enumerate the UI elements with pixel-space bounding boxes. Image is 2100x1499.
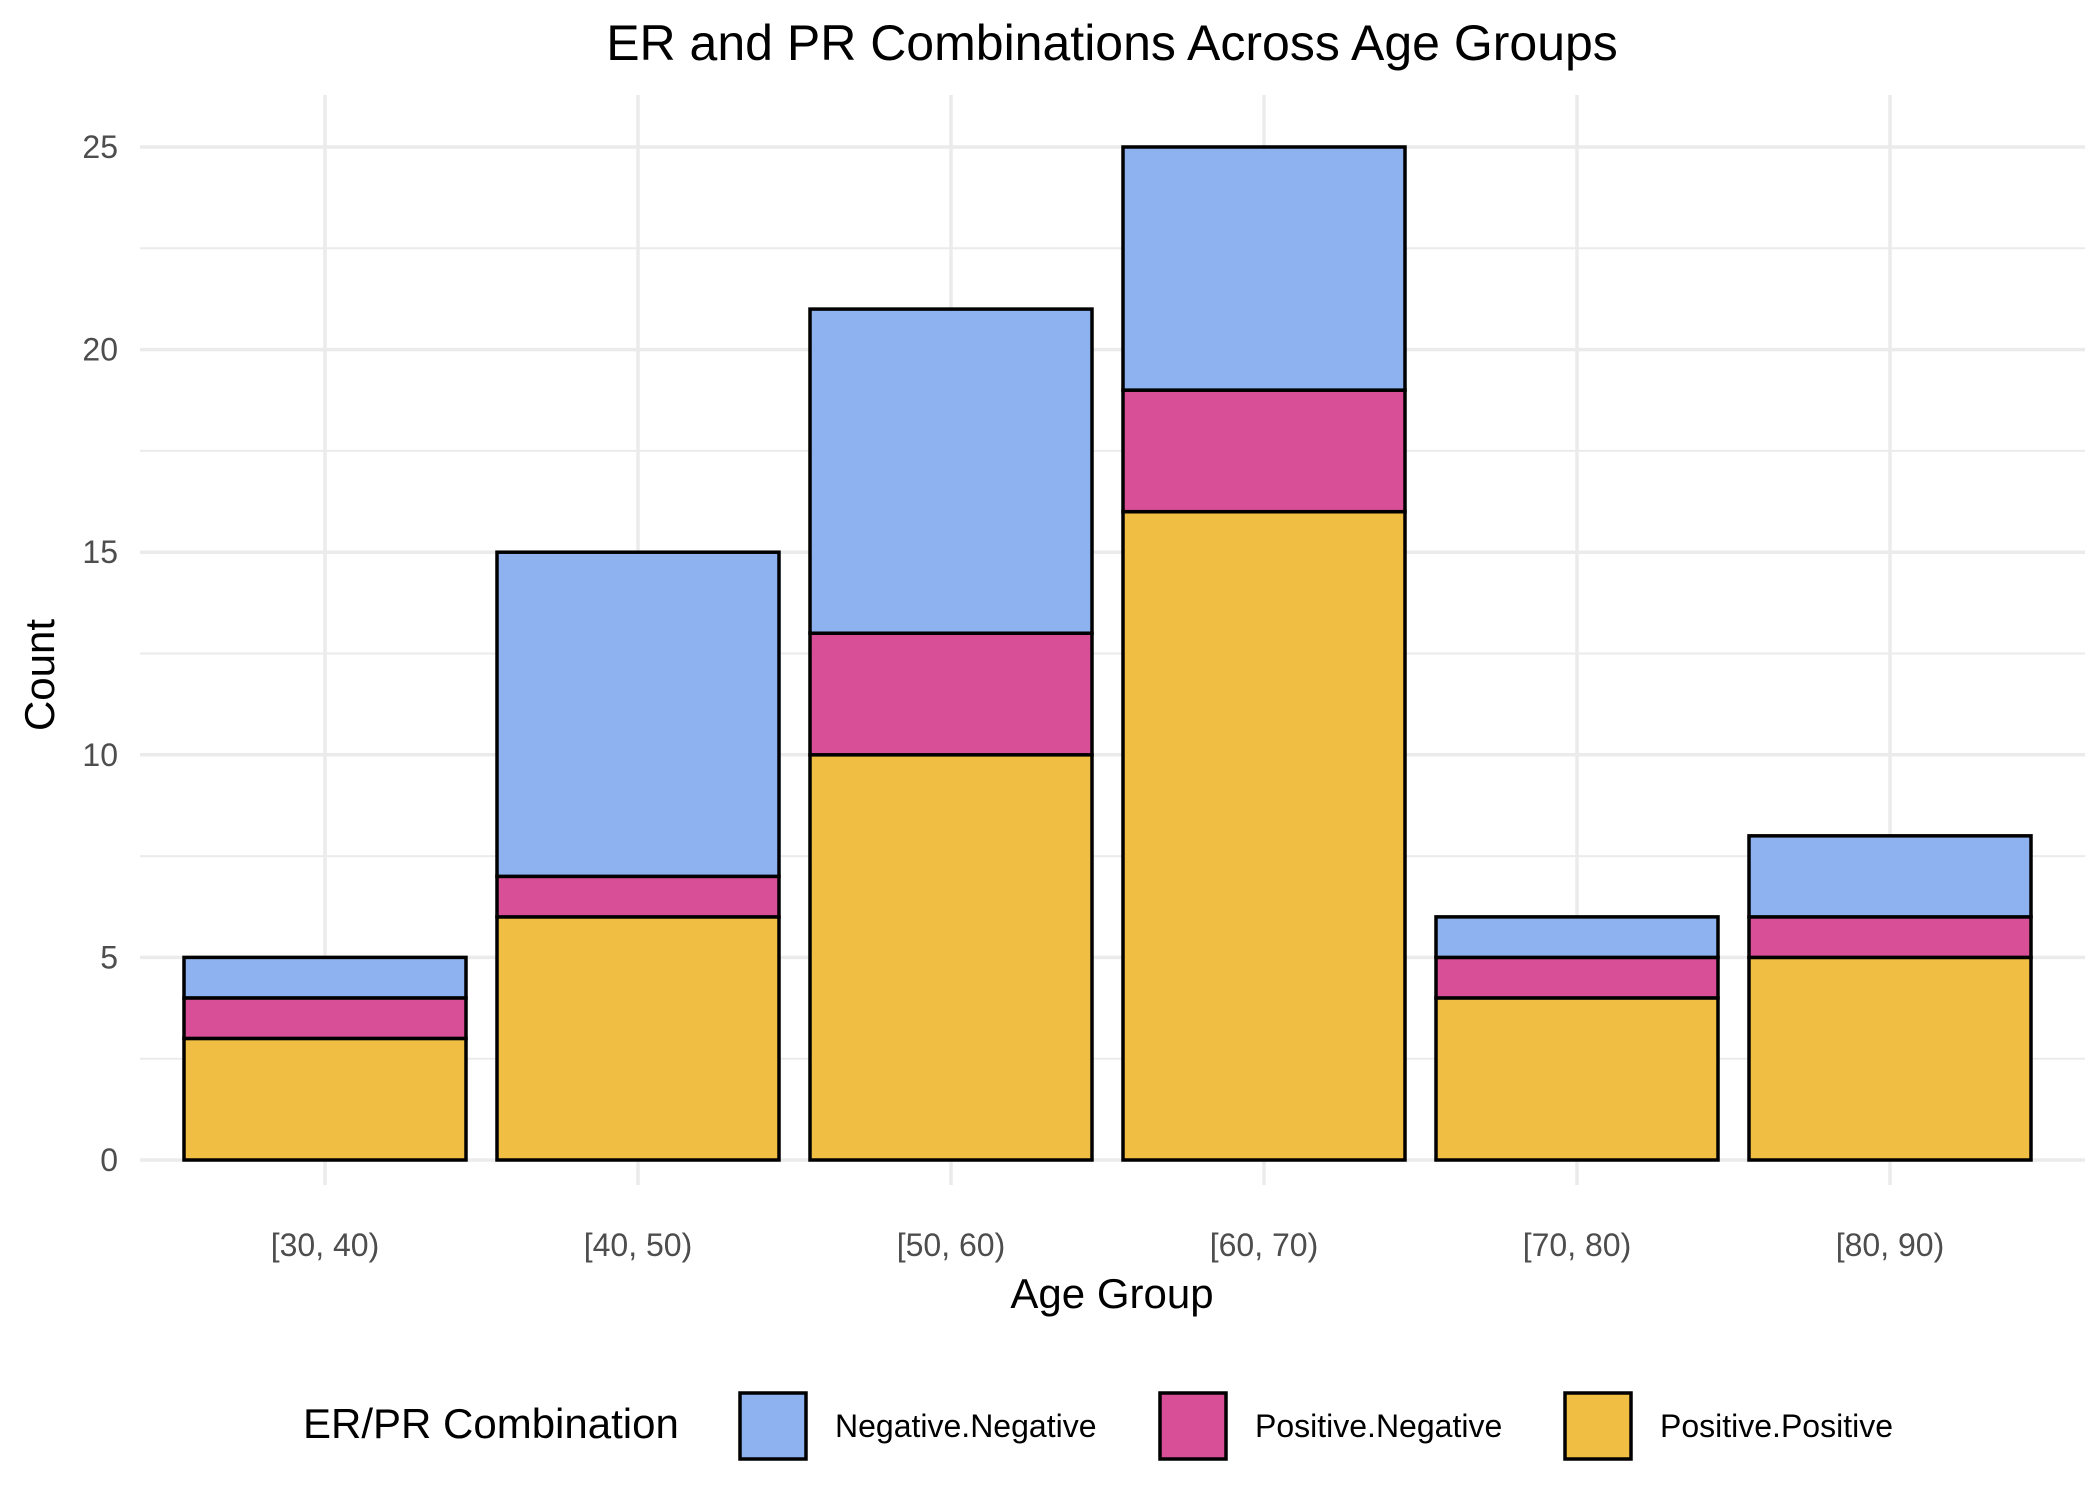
bar-segment [495,550,781,879]
legend-swatch [1563,1391,1633,1461]
bar-segment [1434,915,1720,960]
chart-title: ER and PR Combinations Across Age Groups [606,15,1618,71]
y-tick-label: 10 [82,737,118,773]
bar-segment [182,955,468,1000]
y-tick-label: 0 [100,1142,118,1178]
y-tick-label: 25 [82,129,118,165]
bar-segment [1747,915,2033,960]
y-axis-ticks: 0 5 10 15 20 25 [82,129,118,1178]
x-axis-ticks: [30, 40) [40, 50) [50, 60) [60, 70) [70, 80)… [271,1227,1945,1263]
bar-segment [1121,509,1407,1162]
legend-items: Negative.Negative Positive.Negative Positi… [738,1391,1893,1461]
legend: ER/PR Combination Negative.Negative Posit… [303,1391,1893,1461]
bar-segment [808,631,1094,757]
legend-item: Negative.Negative [738,1391,1096,1461]
x-tick-label: [50, 60) [897,1227,1006,1263]
legend-item: Positive.Negative [1158,1391,1502,1461]
bar-segment [1747,834,2033,919]
x-axis-title: Age Group [1010,1270,1213,1317]
bars [182,145,2033,1162]
bar-segment [182,1036,468,1162]
y-tick-label: 15 [82,534,118,570]
legend-label: Positive.Negative [1255,1408,1502,1444]
legend-swatch [738,1391,808,1461]
y-tick-label: 5 [100,939,118,975]
legend-title: ER/PR Combination [303,1400,679,1447]
x-tick-label: [80, 90) [1836,1227,1945,1263]
bar-segment [808,753,1094,1162]
bar-segment [182,996,468,1041]
bar-segment [1747,955,2033,1162]
bar-segment [1121,145,1407,392]
y-tick-label: 20 [82,332,118,368]
bar-segment [495,874,781,919]
bar-segment [808,307,1094,635]
legend-item: Positive.Positive [1563,1391,1893,1461]
y-axis-title: Count [16,619,63,731]
x-tick-label: [30, 40) [271,1227,380,1263]
bar-segment [495,915,781,1162]
bar-segment [1434,955,1720,1000]
x-tick-label: [40, 50) [584,1227,693,1263]
bar-segment [1434,996,1720,1162]
legend-label: Positive.Positive [1660,1408,1893,1444]
x-tick-label: [60, 70) [1210,1227,1319,1263]
x-tick-label: [70, 80) [1523,1227,1632,1263]
legend-swatch [1158,1391,1228,1461]
legend-label: Negative.Negative [835,1408,1096,1444]
bar-segment [1121,388,1407,514]
